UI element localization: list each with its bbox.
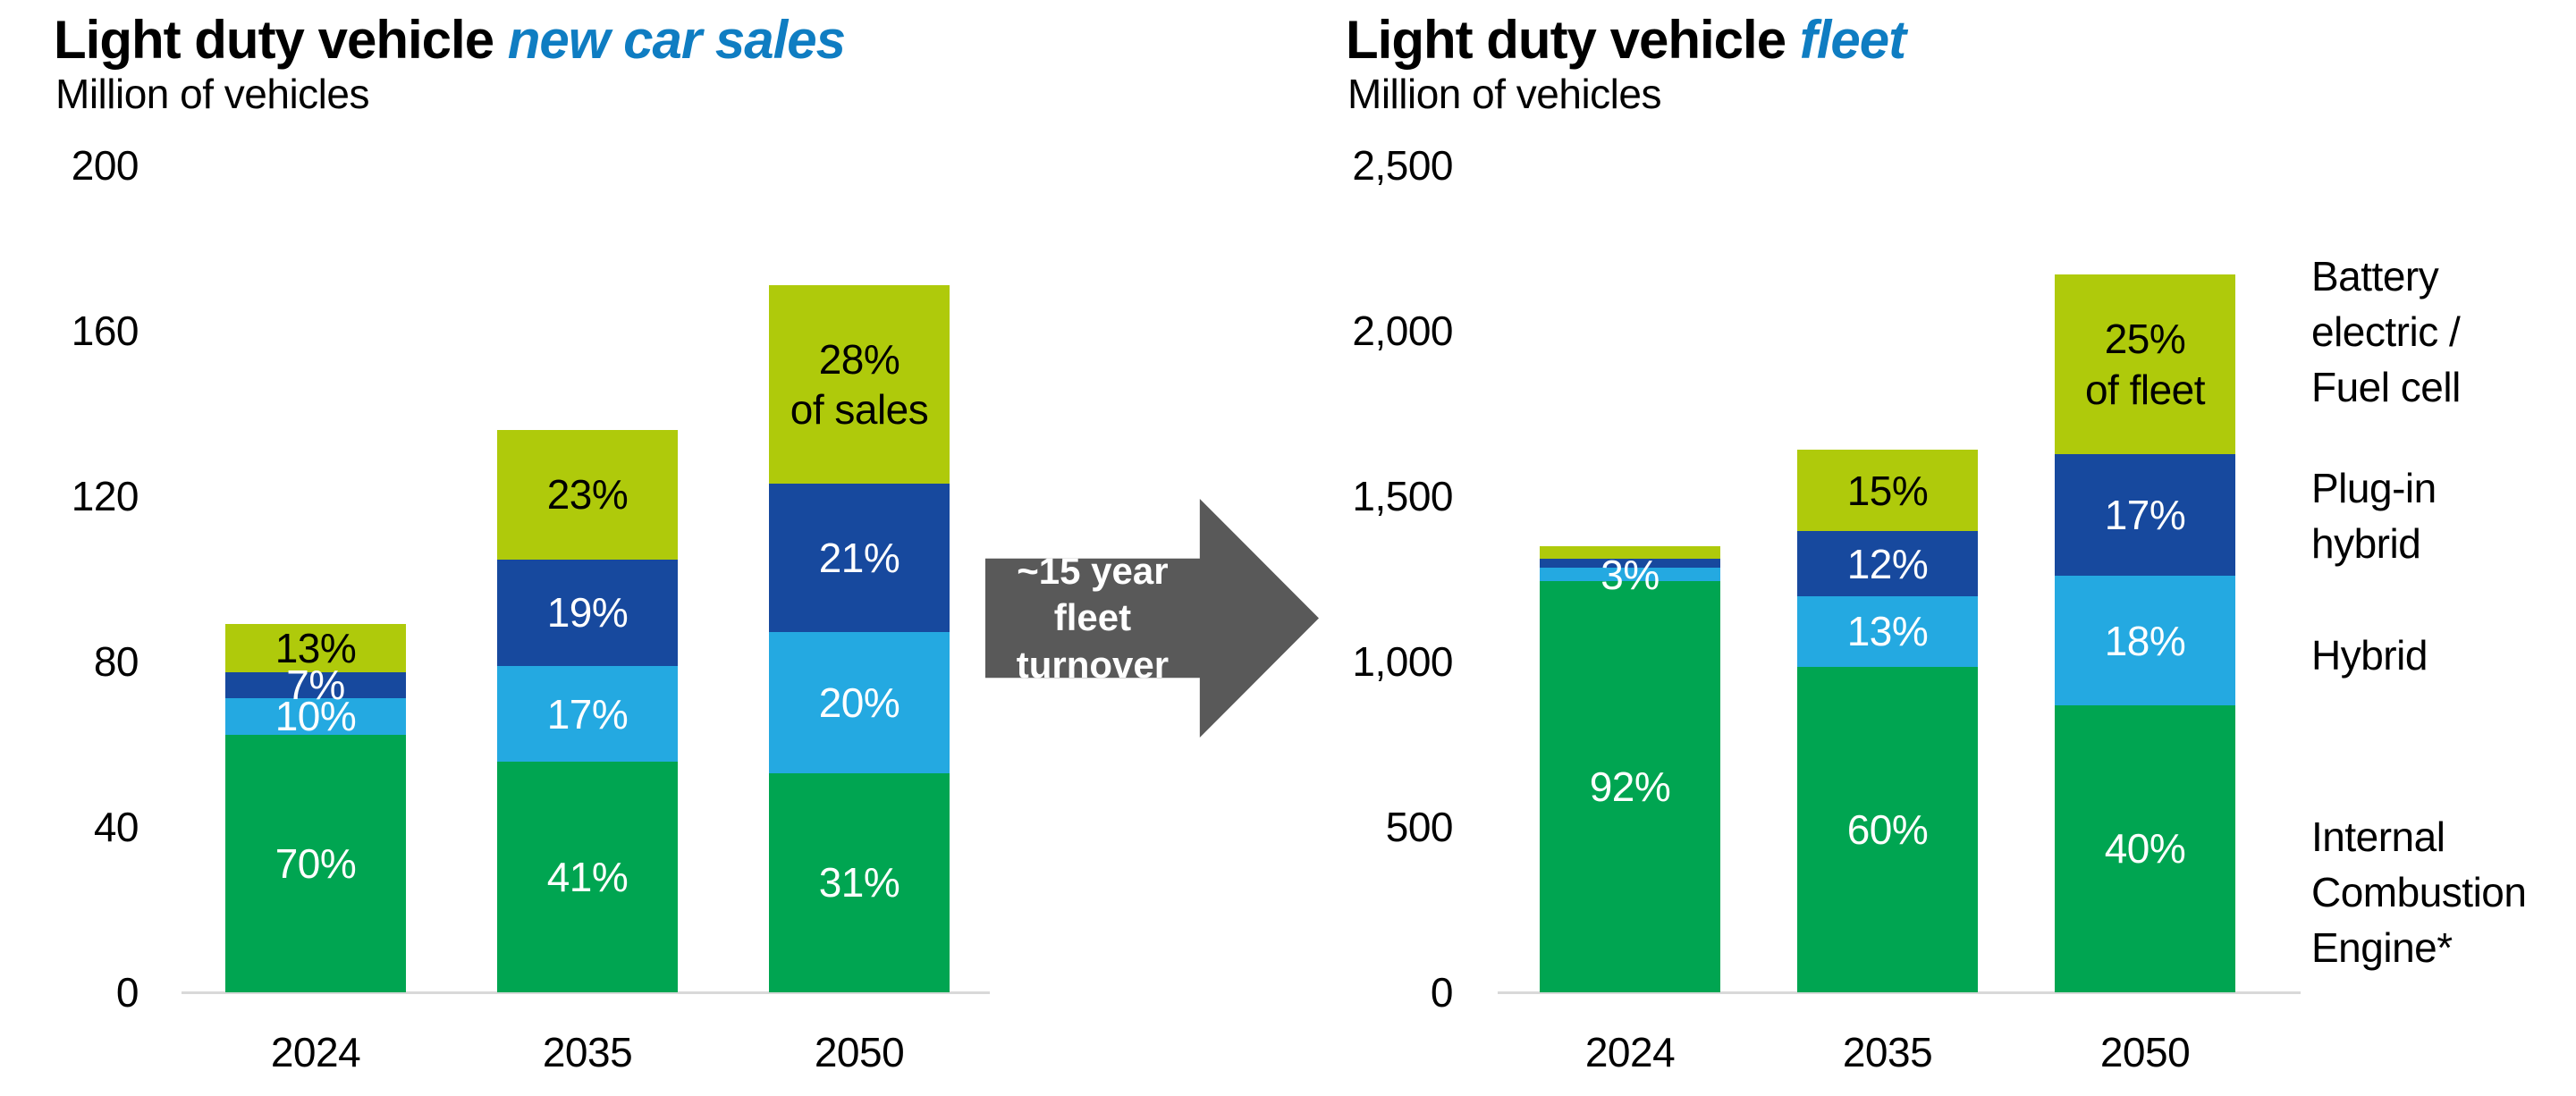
y-axis-tick: 160 [71,308,139,354]
legend-item: Internal Combustion Engine* [2311,814,2527,971]
x-axis-line [1498,991,2301,994]
bar-segment [1797,531,1978,597]
x-axis-category-label: 2035 [1842,1029,1933,1075]
arrow-label-line2: turnover [1016,643,1170,686]
y-axis-tick: 1,500 [1352,473,1453,519]
bar-segment [497,559,678,667]
fleet-turnover-arrow: ~15 year fleet turnover [985,499,1319,738]
bar-segment-label: 19% [546,589,629,637]
bar-segment-label: 18% [2104,617,2186,664]
y-axis-tick: 0 [1430,969,1454,1016]
right-chart-title-prefix: Light duty vehicle [1346,10,1800,70]
legend-item: Plug-in hybrid [2311,465,2437,567]
bar-segment [1540,581,1720,992]
bar-segment [225,734,406,992]
y-axis-tick: 80 [93,638,139,685]
bar-segment [1540,568,1720,582]
bar-segment [769,772,950,992]
x-axis-category-label: 2024 [1584,1029,1676,1075]
left-chart-title-prefix: Light duty vehicle [54,10,508,70]
bar-segment-label: 17% [546,690,629,738]
bar-segment [497,762,678,992]
bar-segment [1540,545,1720,560]
right-chart-subtitle: Million of vehicles [1347,71,1661,117]
bar-segment-label: 20% [818,679,900,726]
y-axis-tick: 120 [71,473,139,519]
bar-segment-label: 13% [1846,608,1929,655]
y-axis-tick: 0 [115,969,139,1016]
bar-segment [225,671,406,698]
bar-segment [225,624,406,672]
bar-segment-label: 92% [1589,763,1671,811]
bar-segment-label: 31% [818,859,900,906]
bar-segment-label: 13% [274,625,357,672]
bar-segment-label: 25% of fleet [2084,316,2206,413]
right-chart-title-accent: fleet [1799,10,1906,70]
bar-segment-label: 17% [2104,492,2186,539]
right-chart-title: Light duty vehicle fleet [1346,9,1906,71]
left-chart-title: Light duty vehicle new car sales [54,9,846,71]
left-chart-subtitle: Million of vehicles [55,71,369,117]
fleet-turnover-arrow-label: ~15 year fleet turnover [985,550,1200,685]
bar-segment-label: 15% [1846,467,1929,514]
bar-segment-label: 28% of sales [790,335,929,433]
legend-item: Battery electric / Fuel cell [2311,253,2461,410]
x-axis-category-label: 2024 [270,1029,361,1075]
bar-segment-label: 12% [1846,540,1929,587]
y-axis-tick: 2,500 [1352,142,1453,189]
bar-segment-label: 60% [1846,805,1929,853]
legend-item: Hybrid [2311,632,2428,679]
bar-segment [769,631,950,773]
y-axis-tick: 500 [1385,804,1454,850]
arrow-label-line1: ~15 year fleet [1017,550,1169,639]
bar-segment-label: 23% [546,471,629,518]
bar-segment [2055,576,2235,705]
y-axis-tick: 1,000 [1352,638,1453,685]
bar-segment [1797,666,1978,992]
bar-segment [1797,596,1978,667]
bar-segment-label: 10% [274,693,357,740]
bar-segment [769,483,950,632]
bar-segment [1797,450,1978,532]
bar-segment-label: 7% [286,662,345,709]
bar-segment-label: 21% [818,534,900,581]
bar-segment-label: 41% [546,853,629,900]
bar-segment-label: 40% [2104,825,2186,873]
bar-segment [497,430,678,560]
left-chart-title-accent: new car sales [507,10,846,70]
x-axis-line [182,991,990,994]
y-axis-tick: 40 [93,804,139,850]
bar-segment [225,697,406,735]
y-axis-tick: 200 [71,142,139,189]
bar-segment [497,666,678,763]
bar-segment-label: 70% [274,839,357,887]
y-axis-tick: 2,000 [1352,308,1453,354]
x-axis-category-label: 2050 [2099,1029,2191,1075]
x-axis-category-label: 2050 [814,1029,905,1075]
bar-segment [2055,704,2235,992]
x-axis-category-label: 2035 [542,1029,633,1075]
bar-segment [2055,274,2235,454]
bar-segment [2055,453,2235,577]
bar-segment-label: 3% [1600,551,1660,598]
bar-segment [1540,559,1720,569]
bar-segment [769,285,950,484]
